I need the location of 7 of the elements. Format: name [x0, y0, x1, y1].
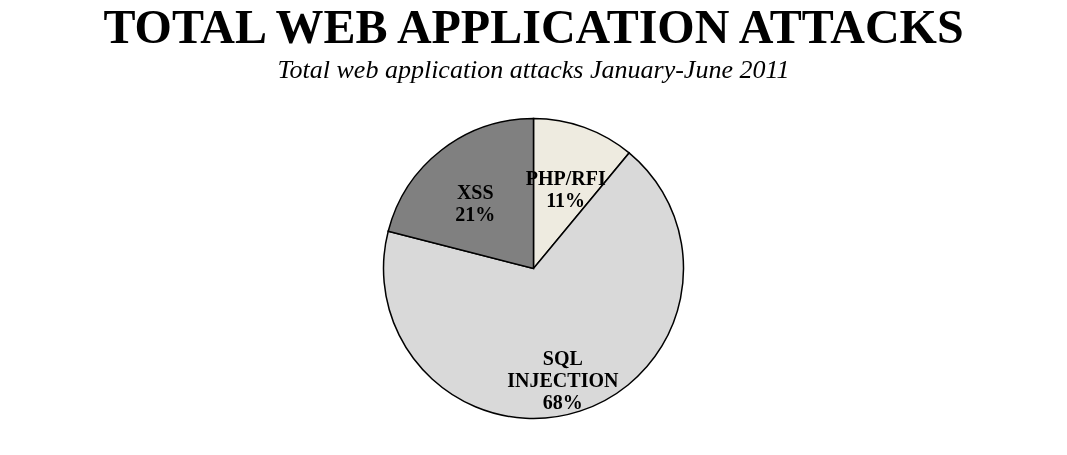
data-label: 68%: [542, 390, 583, 413]
chart-title: Total web application attacks January-June 2011: [277, 55, 790, 84]
slice-label: SQL INJECTION: [507, 346, 619, 391]
chart-subtitle: TOTAL WEB APPLICATION ATTACKS: [103, 0, 964, 53]
slice-label: XSS: [456, 181, 494, 204]
data-label: 21%: [455, 203, 496, 226]
data-label: 11%: [546, 189, 586, 212]
